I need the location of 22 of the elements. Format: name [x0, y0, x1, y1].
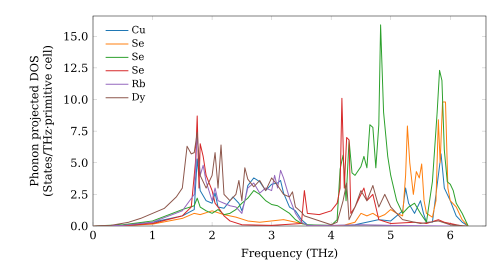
x-tick-label: 6 [447, 230, 454, 240]
x-tick-label: 1 [150, 230, 155, 240]
x-tick-label: 5 [388, 230, 394, 240]
y-axis-title: Phonon projected DOS (States/THz·primitive cell) [30, 46, 54, 196]
y-tick-label: 7.5 [71, 126, 88, 136]
x-tick-label: 0 [90, 230, 96, 240]
x-tick-label: 4 [328, 230, 334, 240]
legend-label: Rb [132, 80, 145, 88]
legend-label: Se [132, 52, 144, 60]
y-tick-label: 5.0 [71, 158, 88, 168]
y-tick-label: 0.0 [71, 222, 88, 230]
y-tick-label: 12.5 [64, 64, 88, 72]
legend-label: Se [132, 39, 144, 47]
y-tick-label: 15.0 [64, 32, 88, 41]
y-tick-label: 10.0 [64, 95, 88, 104]
x-axis-title: Frequency (THz) [242, 248, 338, 260]
legend-label: Se [132, 66, 144, 74]
legend-label: Cu [132, 26, 146, 34]
x-tick-label: 2 [209, 230, 215, 240]
x-tick-label: 3 [268, 230, 274, 240]
y-tick-label: 2.5 [71, 190, 88, 199]
legend-label: Dy [132, 93, 146, 103]
